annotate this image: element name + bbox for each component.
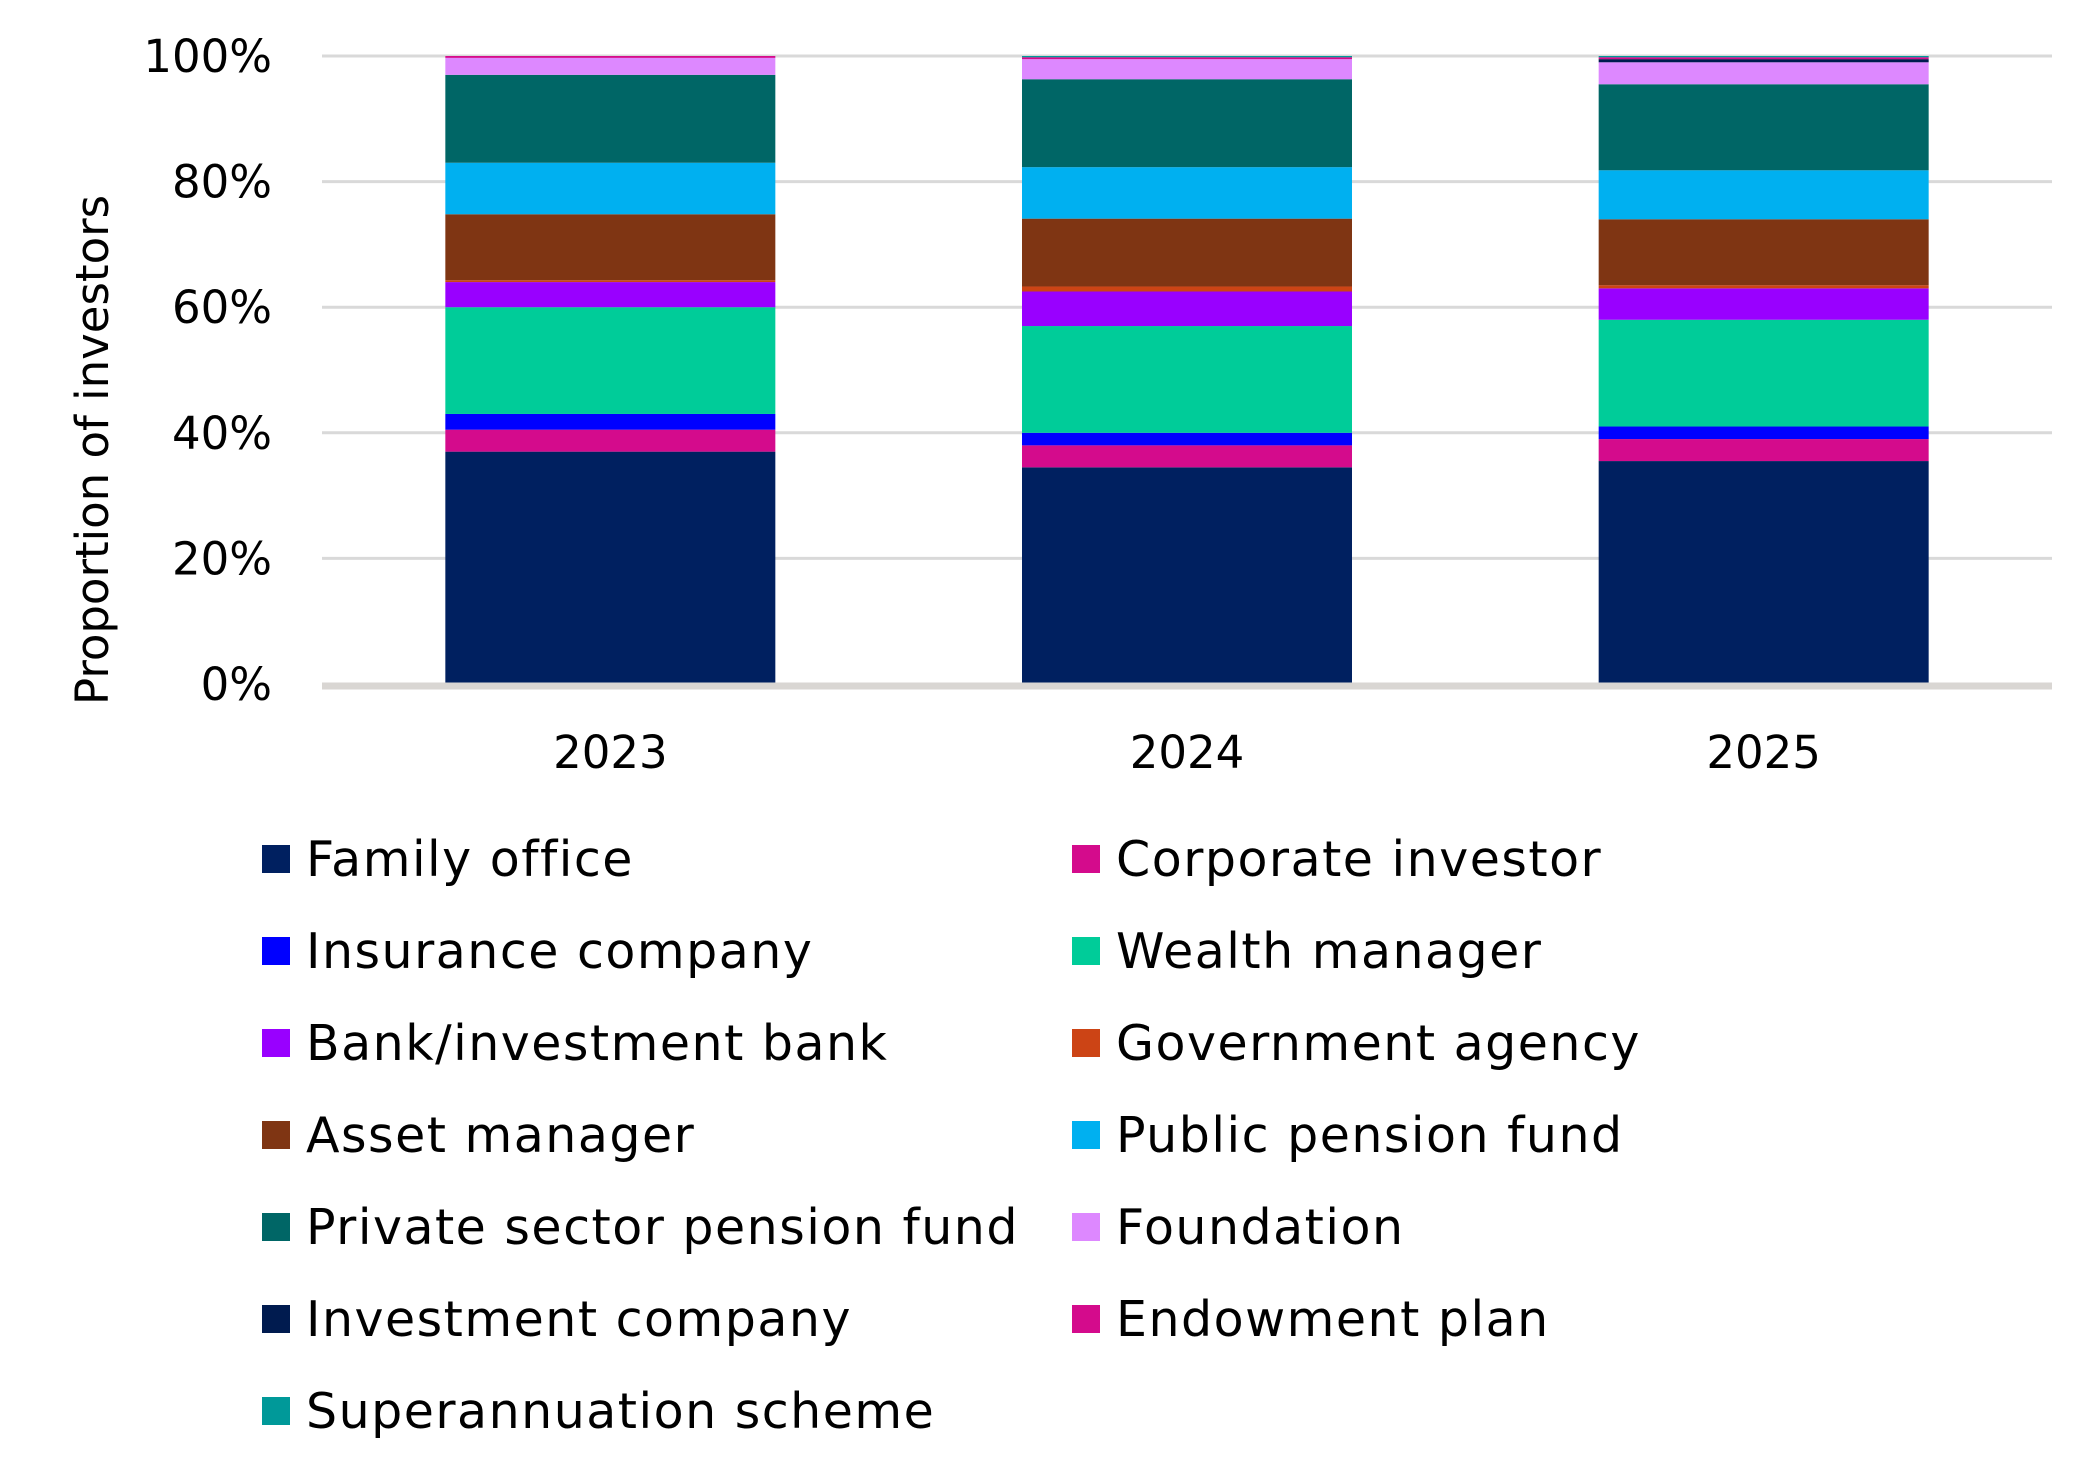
legend-label: Investment company [306,1291,852,1348]
y-tick-label: 40% [172,407,272,460]
bars [445,56,1929,684]
legend-swatch [1072,1213,1100,1241]
bar-segment [1022,79,1352,168]
legend-swatch [262,1029,290,1057]
legend-label: Public pension fund [1116,1107,1624,1164]
y-axis-title: Proportion of investors [66,195,119,705]
legend-label: Superannuation scheme [306,1383,935,1440]
bar-segment [445,74,776,163]
bar-segment [1598,285,1929,289]
bar-segment [1022,218,1352,287]
legend-label: Family office [306,831,634,888]
x-tick-label: 2025 [1706,726,1821,779]
y-tick-label: 80% [172,156,272,209]
legend-label: Endowment plan [1116,1291,1550,1348]
bar-segment [1598,426,1929,440]
bar-segment [445,57,776,75]
legend-label: Corporate investor [1116,831,1602,888]
bar-segment [445,280,776,283]
x-tick-label: 2024 [1130,726,1245,779]
bar-segment [1598,170,1929,220]
legend-swatch [262,937,290,965]
legend-swatch [262,1397,290,1425]
x-tick-label: 2023 [553,726,668,779]
bar-segment [1022,57,1352,60]
legend-label: Asset manager [306,1107,695,1164]
bar-segment [1598,84,1929,171]
bar-segment [1022,467,1352,684]
bar-segment [445,429,776,452]
bar-segment [445,413,776,430]
bar-segment [1598,461,1929,684]
legend-swatch [1072,1305,1100,1333]
bar-segment [445,162,776,215]
bar-segment [1598,59,1929,63]
legend-swatch [1072,937,1100,965]
axes: 0% 20% 40% 60% 80% 100% 2023 2024 2025 [143,30,2052,779]
bar-segment [1022,286,1352,292]
legend-label: Insurance company [306,923,813,980]
bar-segment [1022,59,1352,80]
bar-segment [445,214,776,281]
legend-swatch [262,845,290,873]
legend-swatch [1072,1029,1100,1057]
bar-segment [1598,319,1929,427]
bar-segment [445,282,776,308]
legend-swatch [262,1213,290,1241]
bar-segment [445,307,776,414]
bar-segment [1022,167,1352,219]
legend-swatch [262,1305,290,1333]
legend-label: Government agency [1116,1015,1641,1072]
bar-segment [445,451,776,684]
legend-swatch [1072,1121,1100,1149]
legend-label: Private sector pension fund [306,1199,1019,1256]
bar-segment [1598,219,1929,286]
bar-segment [445,56,776,58]
legend-label: Foundation [1116,1199,1405,1256]
bar-segment [1598,56,1929,58]
y-tick-label: 20% [172,532,272,585]
legend-label: Bank/investment bank [306,1015,888,1072]
bar-segment [1598,439,1929,462]
bar-segment [1022,445,1352,468]
bar-segment [1598,57,1929,60]
bar-segment [1022,326,1352,433]
legend: Family office Corporate investor Insurance… [262,831,1641,1440]
legend-swatch [262,1121,290,1149]
y-tick-label: 60% [172,281,272,334]
bar-segment [1022,56,1352,58]
legend-label: Wealth manager [1116,923,1542,980]
bar-segment [1598,62,1929,85]
bar-segment [1598,288,1929,320]
legend-swatch [1072,845,1100,873]
bar-segment [1022,291,1352,327]
y-tick-label: 100% [143,30,272,83]
y-tick-label: 0% [201,658,272,711]
bar-segment [1022,432,1352,446]
